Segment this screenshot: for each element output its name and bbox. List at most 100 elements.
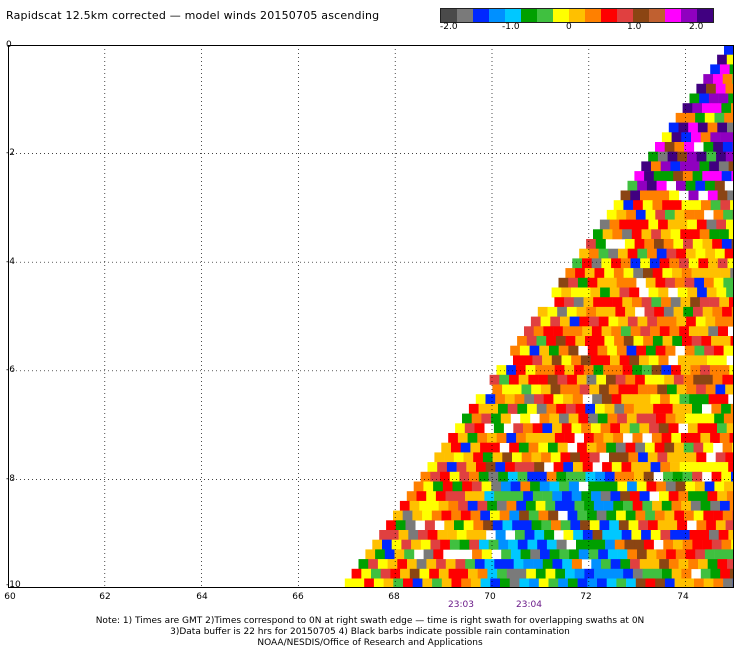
colorbar-swatch bbox=[457, 9, 473, 22]
wind-cell bbox=[699, 530, 710, 540]
wind-cell bbox=[465, 559, 476, 570]
wind-cell bbox=[575, 268, 586, 279]
wind-cell bbox=[591, 559, 602, 570]
wind-cell bbox=[631, 462, 642, 473]
wind-cell bbox=[612, 365, 623, 376]
x-tick-label: 60 bbox=[4, 592, 16, 602]
wind-cell bbox=[678, 122, 689, 133]
wind-cell bbox=[429, 500, 439, 511]
wind-cell bbox=[657, 520, 668, 531]
wind-cell bbox=[615, 306, 626, 317]
wind-cell bbox=[632, 297, 642, 308]
wind-cell bbox=[600, 423, 611, 434]
wind-cell bbox=[451, 578, 462, 588]
wind-cell bbox=[696, 384, 707, 395]
wind-cell bbox=[670, 530, 681, 540]
wind-cell bbox=[692, 239, 703, 249]
wind-cell bbox=[642, 200, 653, 211]
wind-cell bbox=[480, 442, 491, 453]
wind-cell bbox=[647, 316, 658, 327]
wind-cell bbox=[567, 374, 578, 385]
wind-cell bbox=[556, 403, 567, 414]
wind-cell bbox=[537, 539, 548, 550]
wind-cell bbox=[681, 433, 691, 443]
wind-cell bbox=[703, 510, 714, 521]
wind-cell bbox=[610, 355, 620, 366]
wind-cell bbox=[649, 258, 660, 269]
wind-cell bbox=[548, 510, 559, 521]
wind-cell bbox=[639, 559, 650, 570]
wind-cell bbox=[685, 180, 696, 191]
wind-cell bbox=[582, 258, 592, 269]
wind-cell bbox=[695, 481, 705, 492]
wind-cell bbox=[554, 433, 565, 443]
wind-cell bbox=[705, 384, 716, 395]
wind-cell bbox=[684, 142, 695, 152]
wind-cell bbox=[720, 500, 730, 511]
wind-cell bbox=[602, 229, 613, 240]
wind-cell bbox=[613, 568, 624, 579]
wind-cell bbox=[581, 423, 592, 434]
wind-cell bbox=[701, 200, 711, 211]
wind-cell bbox=[597, 345, 608, 356]
wind-cell bbox=[688, 122, 699, 133]
wind-cell bbox=[549, 549, 560, 560]
wind-cell bbox=[527, 403, 538, 414]
wind-cell bbox=[677, 219, 688, 230]
wind-cell bbox=[646, 180, 657, 191]
wind-cell bbox=[623, 200, 634, 211]
wind-cell bbox=[606, 209, 617, 220]
colorbar-swatch bbox=[633, 9, 649, 22]
wind-cell bbox=[649, 559, 660, 570]
wind-cell bbox=[706, 520, 717, 531]
wind-cell bbox=[541, 452, 552, 463]
wind-cell bbox=[646, 345, 656, 356]
wind-cell bbox=[722, 510, 733, 521]
wind-cell bbox=[722, 306, 733, 317]
wind-cell bbox=[427, 462, 438, 473]
wind-cell bbox=[666, 549, 677, 560]
wind-cell bbox=[600, 287, 611, 298]
wind-cell bbox=[717, 190, 728, 201]
wind-cell bbox=[694, 209, 705, 220]
wind-cell bbox=[590, 423, 601, 434]
wind-cell bbox=[657, 452, 668, 463]
wind-cell bbox=[667, 219, 678, 230]
wind-cell bbox=[543, 394, 554, 405]
wind-cell bbox=[726, 54, 734, 65]
wind-cell bbox=[625, 510, 636, 521]
wind-cell bbox=[619, 287, 630, 298]
wind-cell bbox=[624, 471, 635, 482]
wind-cell bbox=[645, 578, 656, 588]
wind-cell bbox=[715, 316, 726, 327]
wind-cell bbox=[610, 559, 621, 570]
wind-cell bbox=[663, 471, 674, 482]
wind-cell bbox=[706, 219, 717, 230]
wind-cell bbox=[711, 471, 722, 482]
wind-cell bbox=[585, 471, 596, 482]
wind-cell bbox=[571, 423, 582, 434]
wind-cell bbox=[449, 471, 460, 482]
wind-cell bbox=[724, 112, 734, 123]
wind-cell bbox=[562, 491, 572, 502]
wind-cell bbox=[702, 103, 712, 114]
wind-cell bbox=[458, 568, 469, 579]
wind-cell bbox=[599, 219, 610, 230]
wind-cell bbox=[559, 549, 570, 560]
wind-cell bbox=[640, 326, 651, 337]
wind-cell bbox=[703, 74, 714, 85]
wind-cell bbox=[642, 365, 652, 376]
wind-cell bbox=[682, 171, 693, 182]
wind-cell bbox=[670, 229, 681, 240]
wind-cell bbox=[603, 568, 614, 579]
wind-cell bbox=[720, 200, 731, 211]
wind-cell bbox=[725, 520, 734, 531]
wind-cell bbox=[705, 248, 716, 259]
wind-cell bbox=[585, 336, 595, 346]
wind-cell bbox=[673, 539, 683, 550]
wind-cell bbox=[344, 578, 355, 588]
wind-cell bbox=[528, 442, 539, 453]
wind-cell bbox=[513, 491, 524, 502]
wind-cell bbox=[612, 229, 623, 240]
wind-cell bbox=[719, 64, 730, 75]
